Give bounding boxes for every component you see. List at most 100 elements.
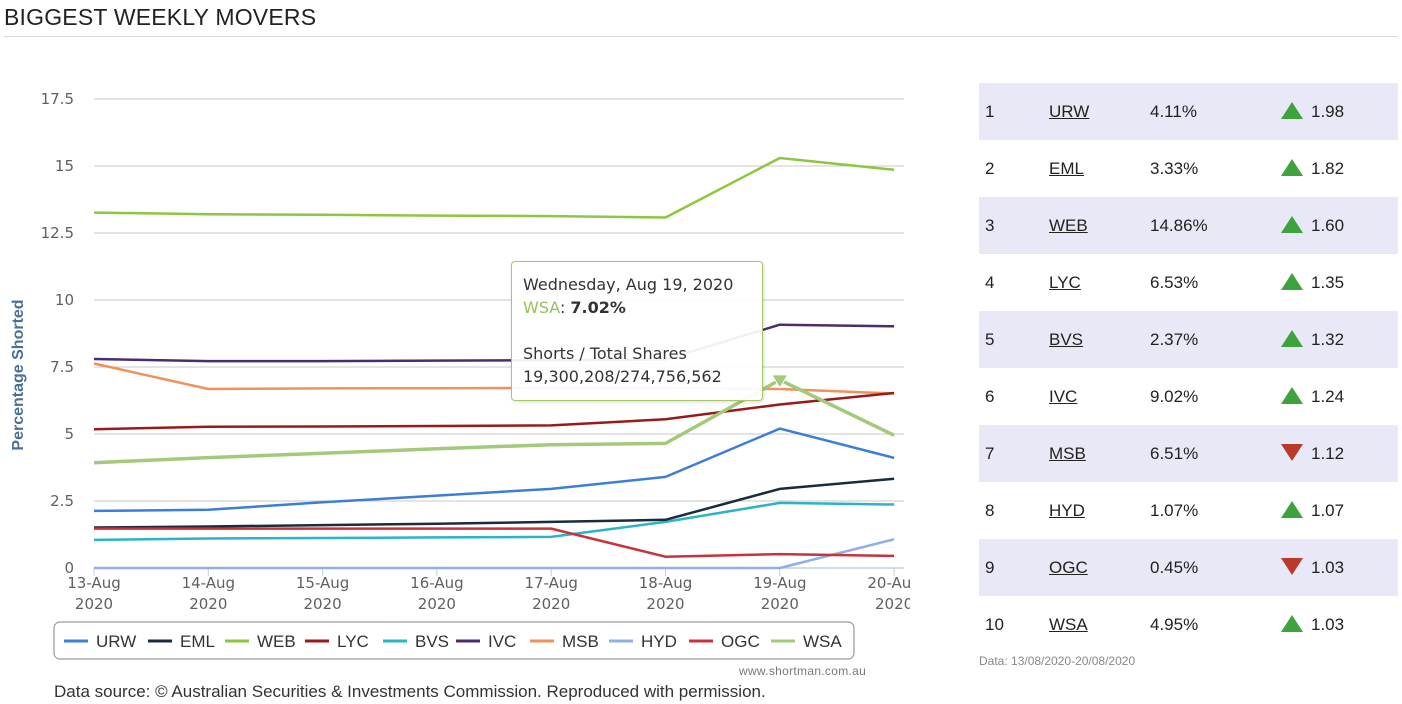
y-tick-label: 5 <box>64 425 74 443</box>
arrow-up-icon <box>1281 101 1303 119</box>
percent-cell: 1.07% <box>1150 500 1199 520</box>
y-axis-title: Percentage Shorted <box>10 299 27 450</box>
change-value: 1.24 <box>1311 386 1345 406</box>
table-row: 10 WSA 4.95% 1.03 <box>979 596 1398 653</box>
percent-cell: 2.37% <box>1150 311 1281 368</box>
series-line-wsa <box>93 378 895 465</box>
rank-cell: 9 <box>979 539 1049 596</box>
arrow-up-icon <box>1281 386 1303 404</box>
change-cell: 1.03 <box>1281 596 1398 653</box>
hover-marker <box>770 374 789 389</box>
ticker-cell: WEB <box>1049 197 1150 254</box>
change-cell: 1.12 <box>1281 425 1398 482</box>
legend-item-eml[interactable]: EML <box>148 632 215 651</box>
rank-cell: 3 <box>979 197 1049 254</box>
x-tick-label: 18-Aug <box>639 574 692 592</box>
ticker-link[interactable]: HYD <box>1049 500 1085 520</box>
legend-item-urw[interactable]: URW <box>64 632 136 651</box>
ticker-cell: BVS <box>1049 311 1150 368</box>
legend-box <box>53 621 855 660</box>
percent-cell: 6.51% <box>1150 425 1281 482</box>
page-title: BIGGEST WEEKLY MOVERS <box>4 4 317 30</box>
change-cell: 1.32 <box>1281 311 1398 368</box>
series-line-urw <box>93 427 895 513</box>
x-tick-label: 16-Aug <box>410 574 463 592</box>
legend-label: BVS <box>415 632 449 651</box>
change-cell: 1.98 <box>1281 83 1398 140</box>
x-tick-year: 2020 <box>532 595 570 613</box>
ticker-cell: WSA <box>1049 596 1150 653</box>
change-value: 1.98 <box>1311 101 1345 121</box>
percent-cell: 4.95% <box>1150 614 1199 634</box>
ticker-link[interactable]: EML <box>1049 158 1084 178</box>
x-tick-label: 13-Aug <box>67 574 120 592</box>
title-divider <box>4 36 1398 37</box>
tooltip-detail-value: 19,300,208/274,756,562 <box>523 367 722 386</box>
ticker-link[interactable]: MSB <box>1049 443 1086 463</box>
table-row: 4 LYC 6.53% 1.35 <box>979 254 1398 311</box>
legend-label: WSA <box>803 632 842 651</box>
movers-table: 1 URW 4.11% 1.98 2 EML 3.33% 1.82 3 WEB 14.86% 1.60… <box>979 83 1398 653</box>
legend-label: EML <box>180 632 215 651</box>
axes: 0 2.5 5 7.5 10 12.5 15 17.5 13-Aug 2020 14-Aug 2020… <box>41 90 910 613</box>
legend-item-hyd[interactable]: HYD <box>609 632 677 651</box>
legend-item-ogc[interactable]: OGC <box>689 632 760 651</box>
legend-item-lyc[interactable]: LYC <box>305 632 369 651</box>
change-value: 1.12 <box>1311 443 1345 463</box>
ticker-link[interactable]: WSA <box>1049 614 1088 634</box>
series-line-lyc <box>93 391 895 431</box>
legend-label: URW <box>96 632 136 651</box>
rank-cell: 6 <box>985 386 995 406</box>
tooltip-detail-label: Shorts / Total Shares <box>523 344 687 363</box>
site-credit: www.shortman.com.au <box>739 664 867 678</box>
table-row: 7 MSB 6.51% 1.12 <box>979 425 1398 482</box>
change-cell: 1.07 <box>1281 482 1398 539</box>
change-cell: 1.82 <box>1281 140 1398 197</box>
ticker-link[interactable]: BVS <box>1049 329 1084 349</box>
ticker-link[interactable]: URW <box>1049 101 1090 121</box>
tooltip-series: WSA <box>523 298 560 317</box>
x-tick-year: 2020 <box>761 595 799 613</box>
percent-cell: 6.53% <box>1150 272 1199 292</box>
legend-item-web[interactable]: WEB <box>225 632 296 651</box>
change-value: 1.32 <box>1311 329 1345 349</box>
percent-cell: 3.33% <box>1150 158 1199 178</box>
percent-cell: 14.86% <box>1150 197 1281 254</box>
x-tick-label: 14-Aug <box>182 574 235 592</box>
legend-item-wsa[interactable]: WSA <box>771 632 842 651</box>
percent-cell: 9.02% <box>1150 386 1199 406</box>
legend-label: MSB <box>562 632 599 651</box>
table-row: 9 OGC 0.45% 1.03 <box>979 539 1398 596</box>
rank-cell: 5 <box>979 311 1049 368</box>
legend-item-msb[interactable]: MSB <box>530 632 599 651</box>
rank-cell: 7 <box>979 425 1049 482</box>
ticker-cell: OGC <box>1049 539 1150 596</box>
x-tick-label: 19-Aug <box>753 574 806 592</box>
series-line-ivc <box>93 323 895 363</box>
ticker-cell: EML <box>1049 140 1150 197</box>
change-value: 1.35 <box>1311 272 1345 292</box>
x-tick-year: 2020 <box>875 595 910 613</box>
legend: URW EML WEB LYC BVS IVC MSB HYD OGC WSA <box>53 621 855 660</box>
legend-item-bvs[interactable]: BVS <box>383 632 449 651</box>
arrow-up-icon <box>1281 614 1303 632</box>
x-tick-label: 17-Aug <box>524 574 577 592</box>
y-tick-label: 15 <box>55 157 74 175</box>
change-value: 1.03 <box>1311 557 1345 577</box>
arrow-up-icon <box>1281 500 1303 518</box>
series-line-eml <box>93 477 895 529</box>
change-value: 1.07 <box>1311 500 1345 520</box>
ticker-link[interactable]: WEB <box>1049 215 1088 235</box>
ticker-link[interactable]: LYC <box>1049 272 1081 292</box>
ticker-link[interactable]: OGC <box>1049 557 1088 577</box>
y-tick-label: 0 <box>64 559 74 577</box>
table-row: 1 URW 4.11% 1.98 <box>979 83 1398 140</box>
line-chart: 0 2.5 5 7.5 10 12.5 15 17.5 13-Aug 2020 14-Aug 2020… <box>10 90 910 660</box>
ticker-cell: MSB <box>1049 425 1150 482</box>
table-row: 8 HYD 1.07% 1.07 <box>979 482 1398 539</box>
arrow-up-icon <box>1281 215 1303 233</box>
percent-cell: 4.11% <box>1150 83 1281 140</box>
y-tick-label: 10 <box>55 291 74 309</box>
ticker-link[interactable]: IVC <box>1049 386 1078 406</box>
legend-item-ivc[interactable]: IVC <box>456 632 516 651</box>
